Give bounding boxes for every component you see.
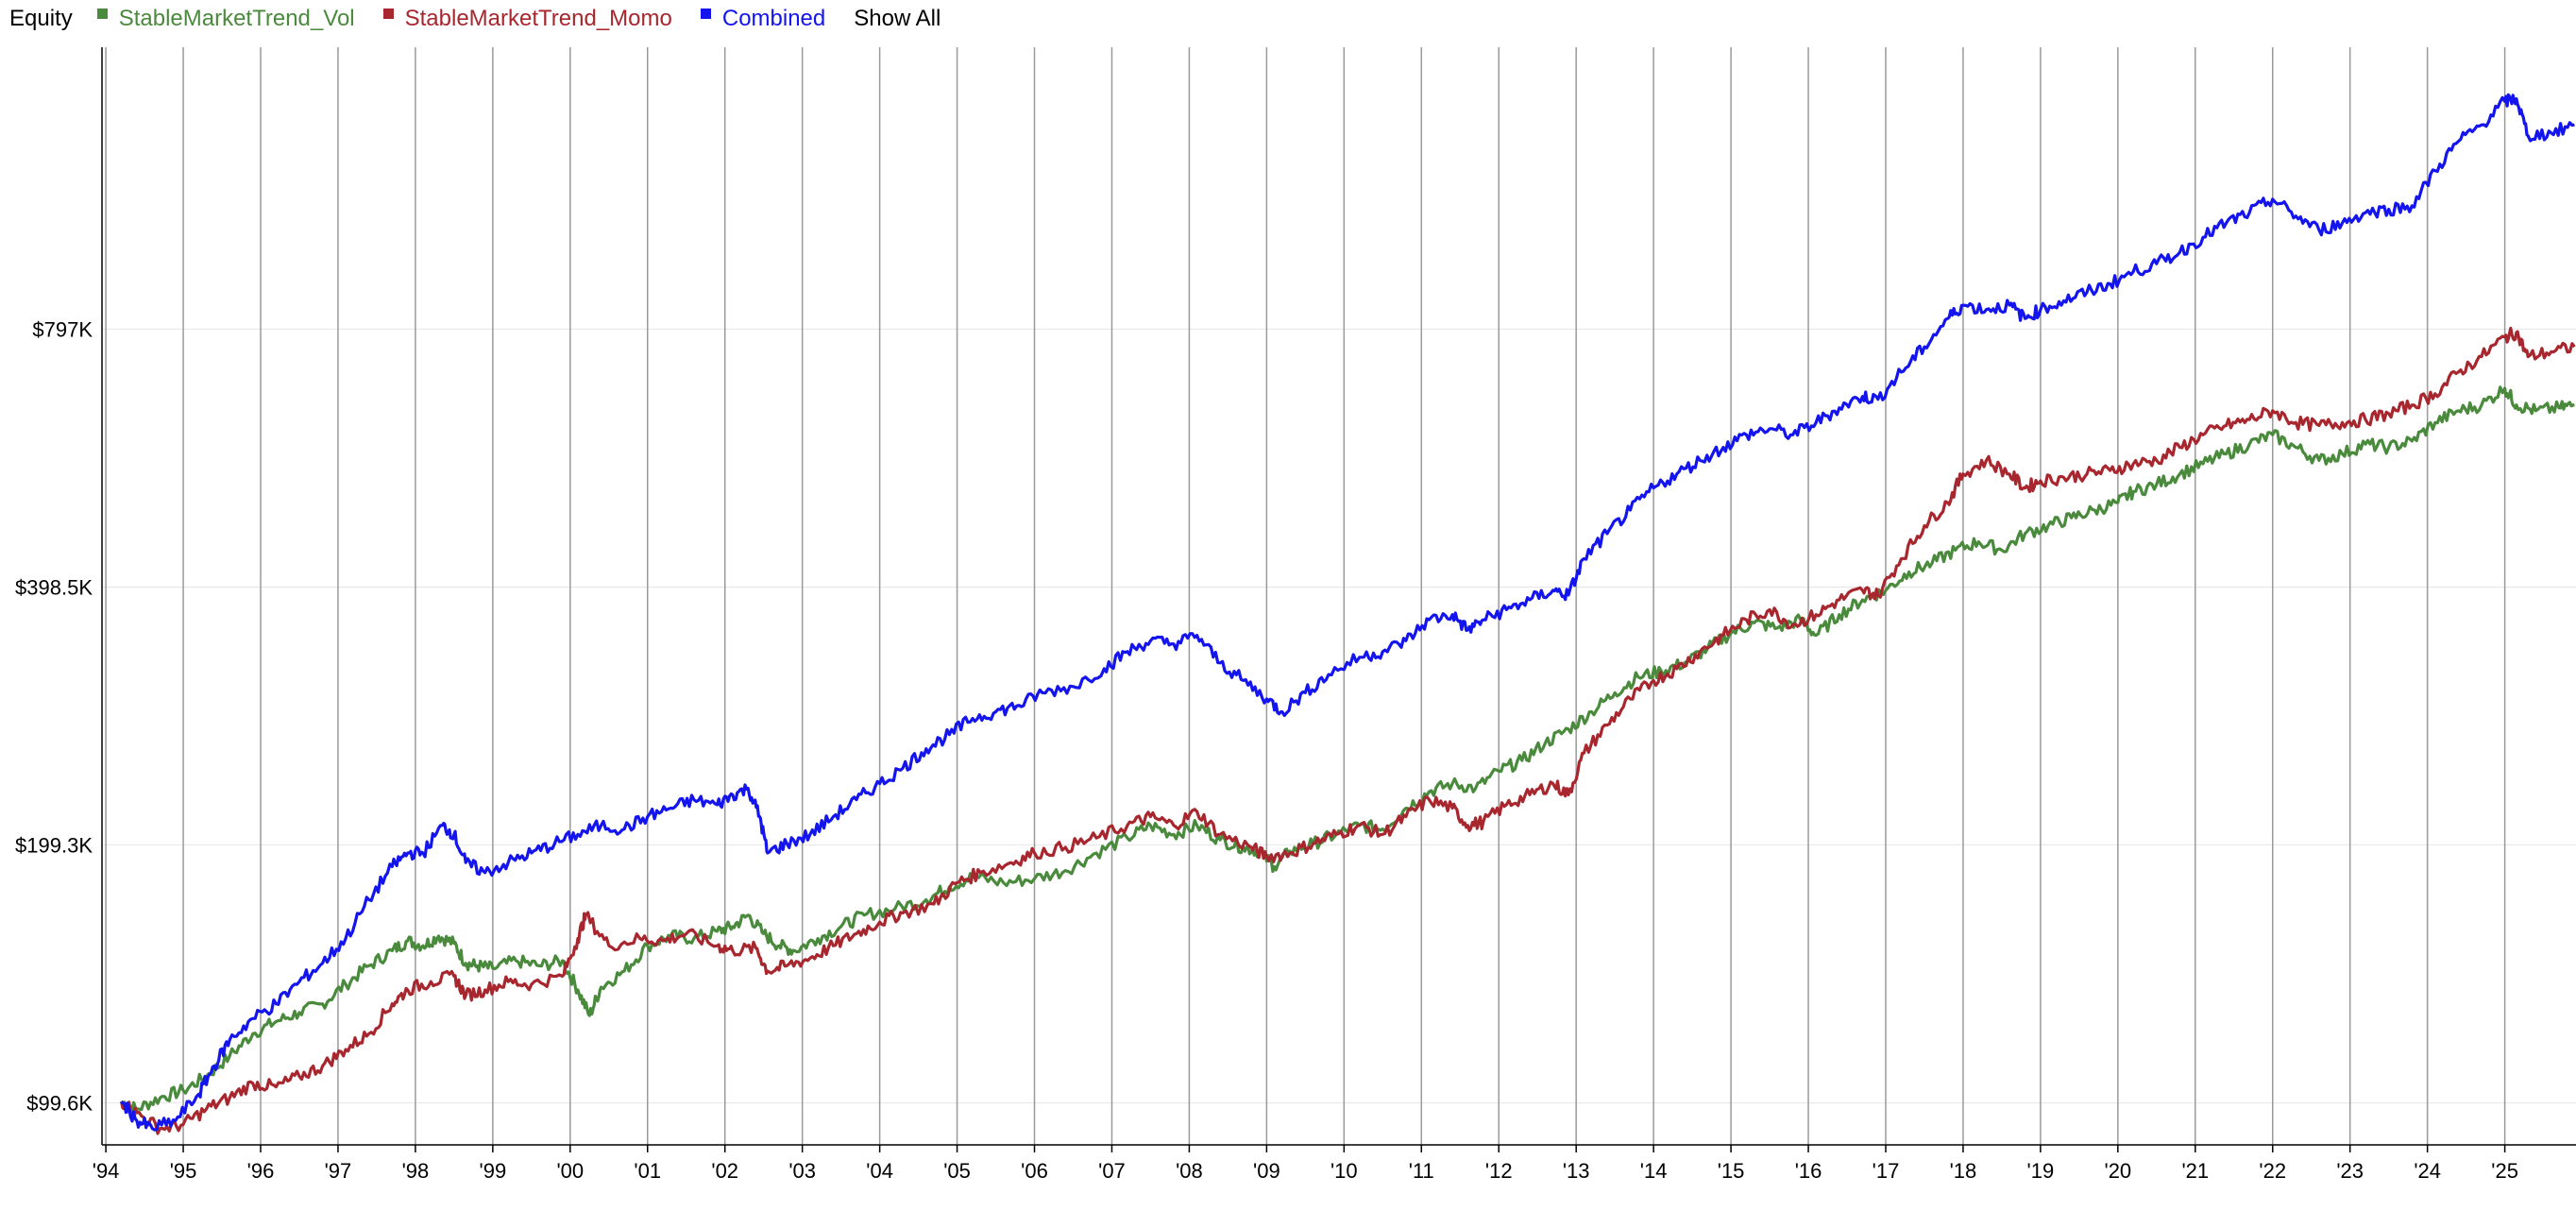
y-tick-label: $398.5K [15,575,93,599]
x-tick-label: '13 [1563,1159,1590,1183]
legend-item-vol[interactable]: StableMarketTrend_Vol [96,6,355,32]
x-tick-label: '94 [93,1159,120,1183]
x-tick-label: '99 [480,1159,507,1183]
series-line-combined [120,93,2575,1132]
y-tick-label: $797K [32,317,93,341]
legend-item-momo[interactable]: StableMarketTrend_Momo [382,6,672,32]
x-tick-label: '09 [1253,1159,1280,1183]
x-tick-label: '14 [1640,1159,1668,1183]
x-tick-label: '98 [402,1159,430,1183]
x-tick-label: '19 [2027,1159,2055,1183]
x-tick-label: '25 [2491,1159,2518,1183]
x-tick-label: '24 [2414,1159,2441,1183]
x-tick-label: '02 [711,1159,738,1183]
axes [101,47,2576,1152]
x-tick-label: '97 [325,1159,352,1183]
x-tick-label: '06 [1021,1159,1048,1183]
x-tick-label: '07 [1098,1159,1126,1183]
x-tick-label: '17 [1873,1159,1900,1183]
x-tick-label: '01 [634,1159,661,1183]
x-tick-label: '15 [1718,1159,1745,1183]
x-tick-label: '22 [2259,1159,2286,1183]
legend-swatch-combined [700,8,711,19]
legend-swatch-vol [96,8,108,19]
x-tick-label: '08 [1176,1159,1203,1183]
x-tick-label: '12 [1485,1159,1513,1183]
x-tick-label: '03 [788,1159,816,1183]
y-tick-label: $99.6K [26,1092,93,1116]
show-all-button[interactable]: Show All [854,6,941,31]
horizontal-grid [102,328,2576,1104]
x-axis-labels: '94 '95 '96 '97 '98 '99 '00 '01 '02 '03 '04 '05 '06 '… [93,1159,2518,1183]
x-tick-label: '04 [866,1159,893,1183]
x-tick-label: '18 [1950,1159,1977,1183]
y-tick-label: $199.3K [15,833,93,857]
series-line-stablemarkettrend-vol [120,385,2575,1115]
vertical-grid [105,47,2506,1145]
series-lines [119,93,2576,1135]
x-tick-label: '20 [2105,1159,2132,1183]
y-axis-labels: $99.6K $199.3K $398.5K $797K [15,317,93,1115]
x-tick-label: '96 [247,1159,275,1183]
x-tick-label: '23 [2336,1159,2364,1183]
legend-label-momo: StableMarketTrend_Momo [404,6,672,31]
x-tick-label: '16 [1795,1159,1822,1183]
x-tick-label: '21 [2181,1159,2209,1183]
x-tick-label: '00 [556,1159,584,1183]
x-tick-label: '95 [170,1159,197,1183]
x-tick-label: '05 [943,1159,971,1183]
chart-legend: Equity StableMarketTrend_Vol StableMarke… [9,2,941,36]
series-line-stablemarkettrend-momo [119,326,2576,1135]
legend-swatch-momo [382,8,394,19]
x-tick-label: '10 [1330,1159,1358,1183]
x-tick-label: '11 [1409,1159,1434,1183]
legend-label-vol: StableMarketTrend_Vol [118,6,355,31]
legend-title: Equity [9,6,73,31]
legend-label-combined: Combined [721,6,826,31]
legend-item-combined[interactable]: Combined [700,6,826,32]
